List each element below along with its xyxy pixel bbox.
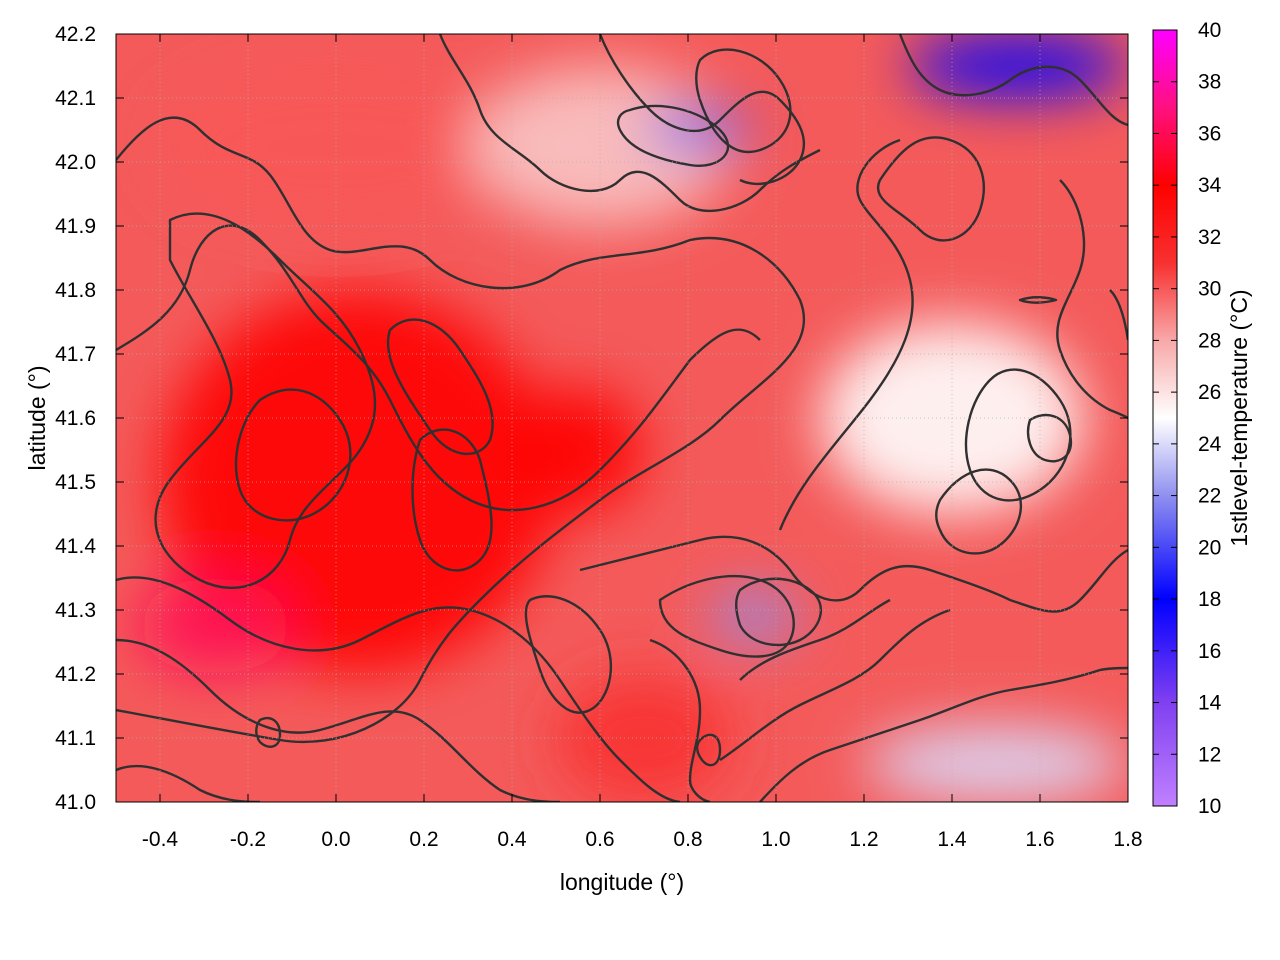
contour-line [116, 764, 261, 802]
y-tick-label: 41.4 [55, 535, 96, 558]
y-axis-title: latitude (°) [24, 365, 50, 470]
y-tick-label: 41.2 [55, 663, 96, 686]
x-tick-label: 0.2 [409, 828, 438, 851]
x-tick-label: 0.4 [497, 828, 527, 851]
contour-line [1109, 289, 1128, 341]
contour-line [438, 34, 821, 213]
heatmap-zone [160, 290, 556, 674]
colorbar-tick-marks [1153, 29, 1177, 807]
colorbar-tick-label: 18 [1198, 588, 1221, 611]
contour-line [739, 598, 891, 681]
colorbar-tick-label: 10 [1198, 795, 1221, 818]
contour-line [695, 48, 792, 154]
colorbar-tick-label: 28 [1198, 329, 1221, 352]
contour-line [154, 212, 377, 590]
contour-line [719, 608, 951, 761]
contour-line [116, 576, 681, 802]
colorbar-tick-label: 20 [1198, 536, 1221, 559]
colorbar-tick-label: 36 [1198, 122, 1221, 145]
contour-line [116, 224, 761, 512]
x-tick-label: 1.6 [1025, 828, 1054, 851]
contour-line [1026, 413, 1073, 463]
x-tick-label: 0.6 [585, 828, 614, 851]
y-tick-label: 41.9 [55, 215, 96, 238]
contour-line [234, 388, 352, 522]
colorbar-tick-label: 30 [1198, 278, 1221, 301]
contour-line [759, 666, 1128, 802]
x-tick-label: -0.2 [230, 828, 266, 851]
x-tick-label: 0.0 [321, 828, 350, 851]
colorbar-tick-label: 22 [1198, 485, 1221, 508]
colorbar-tick-label: 16 [1198, 640, 1221, 663]
colorbar-tick-label: 38 [1198, 71, 1221, 94]
colorbar-tick-label: 14 [1198, 692, 1222, 715]
contour-line [696, 733, 722, 767]
x-tick-label: 1.2 [849, 828, 878, 851]
y-tick-label: 41.6 [55, 407, 96, 430]
x-axis-title: longitude (°) [560, 869, 684, 895]
plot-area [115, 33, 1129, 803]
y-tick-label: 41.8 [55, 279, 96, 302]
x-tick-label: 1.8 [1113, 828, 1142, 851]
heatmap-zone [138, 578, 292, 674]
contour-line [387, 318, 494, 455]
colorbar-title: 1stlevel-temperature (°C) [1226, 289, 1252, 546]
contour-line [658, 574, 795, 658]
y-tick-label: 41.0 [55, 791, 96, 814]
tick-marks [116, 33, 1129, 803]
y-tick-label: 41.5 [55, 471, 96, 494]
contour-line [898, 34, 1128, 127]
contour-line [411, 428, 493, 572]
contour-line [116, 638, 561, 802]
colorbar-tick-label: 34 [1198, 174, 1222, 197]
heatmap-zone [710, 590, 798, 643]
colorbar-tick-label: 32 [1198, 226, 1221, 249]
heatmap-zone [512, 386, 644, 514]
heatmap-zone [908, 34, 1128, 98]
y-tick-label: 41.7 [55, 343, 96, 366]
contour-line [255, 716, 282, 748]
contour-line [735, 577, 822, 647]
y-axis-tick-labels: 41.0 41.1 41.2 41.3 41.4 41.5 41.6 41.7 41.8 41.9… [55, 23, 96, 814]
contour-line [598, 34, 806, 186]
contour-line [1018, 296, 1058, 304]
x-tick-label: 1.4 [937, 828, 967, 851]
y-tick-label: 42.0 [55, 151, 96, 174]
x-tick-label: -0.4 [142, 828, 179, 851]
contour-line [935, 468, 1023, 555]
y-tick-label: 42.1 [55, 87, 96, 110]
y-tick-label: 41.1 [55, 727, 96, 750]
x-tick-label: 0.8 [673, 828, 702, 851]
contour-line [1056, 179, 1128, 420]
colorbar-tick-label: 12 [1198, 743, 1221, 766]
y-tick-label: 41.3 [55, 599, 96, 622]
contour-line [649, 638, 711, 802]
colorbar-fill [1152, 29, 1178, 807]
colorbar-tick-label: 40 [1198, 19, 1221, 42]
contour-lines [116, 34, 1128, 802]
y-tick-label: 42.2 [55, 23, 96, 46]
x-axis-tick-labels: -0.4 -0.2 0.0 0.2 0.4 0.6 0.8 1.0 1.2 1.4 1.6 1.8 [142, 828, 1143, 851]
colorbar-tick-labels: 10 12 14 16 18 20 22 24 26 28 30 32 34 36 38 40 [1198, 19, 1222, 818]
colorbar-tick-label: 26 [1198, 381, 1221, 404]
contour-line [116, 116, 806, 744]
colorbar-tick-label: 24 [1198, 433, 1222, 456]
contour-line [524, 595, 613, 714]
contour-line [876, 136, 985, 242]
contour-line [579, 535, 1128, 613]
colorbar: 10 12 14 16 18 20 22 24 26 28 30 32 34 36 38 40 1stleve… [1152, 19, 1252, 818]
contour-line [616, 104, 730, 167]
contour-line [778, 138, 914, 531]
heatmap-zone [864, 725, 1128, 802]
x-tick-label: 1.0 [761, 828, 790, 851]
